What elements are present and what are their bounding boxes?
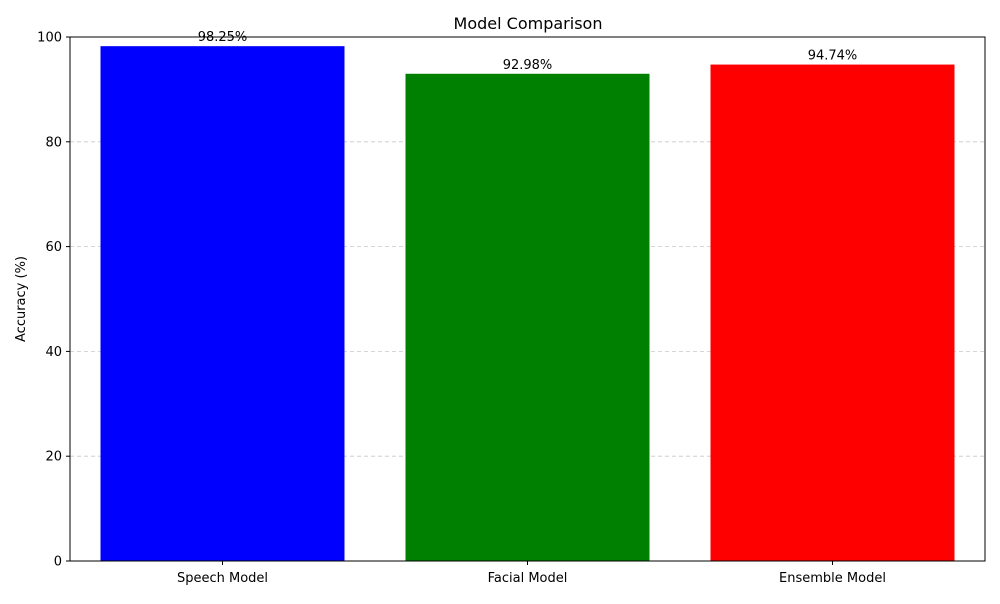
chart-title: Model Comparison xyxy=(454,14,603,33)
bar-speech-model xyxy=(100,46,345,562)
y-tick-label: 40 xyxy=(45,345,62,360)
y-axis-ticks: 0 20 40 60 80 100 xyxy=(37,31,70,570)
data-label: 92.98% xyxy=(503,58,553,73)
x-tick-label: Speech Model xyxy=(177,571,268,586)
x-tick-label: Facial Model xyxy=(488,571,568,586)
x-axis-ticks: Speech Model Facial Model Ensemble Model xyxy=(177,561,886,586)
y-tick-label: 100 xyxy=(37,31,62,46)
bar-ensemble-model xyxy=(710,64,955,561)
y-axis-label: Accuracy (%) xyxy=(14,256,29,342)
bars xyxy=(100,46,955,562)
data-labels: 98.25% 92.98% 94.74% xyxy=(198,30,858,73)
y-tick-label: 60 xyxy=(45,240,62,255)
data-label: 94.74% xyxy=(808,49,858,64)
y-tick-label: 0 xyxy=(54,555,62,570)
x-tick-label: Ensemble Model xyxy=(779,571,886,586)
y-tick-label: 80 xyxy=(45,135,62,150)
y-tick-label: 20 xyxy=(45,450,62,465)
data-label: 98.25% xyxy=(198,30,248,45)
bar-facial-model xyxy=(405,73,650,562)
